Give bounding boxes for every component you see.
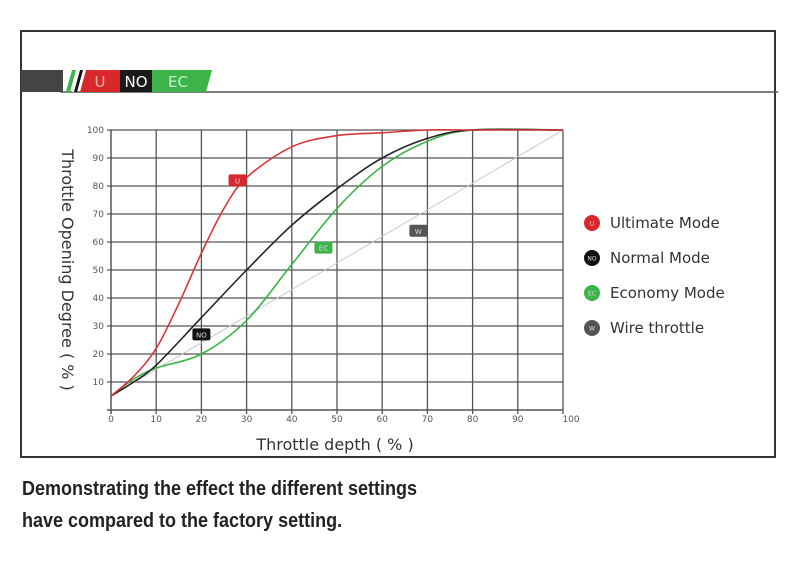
y-tick-label: 40 xyxy=(93,294,105,304)
legend-marker-text: U xyxy=(590,221,594,228)
series-tag-u xyxy=(228,174,247,187)
series-tag-text: EC xyxy=(319,245,328,253)
legend-marker-icon xyxy=(584,250,600,266)
logo-no-text: NO xyxy=(124,73,147,91)
x-tick-label: 100 xyxy=(562,415,579,425)
legend-marker-text: NO xyxy=(587,256,596,263)
legend-label: Economy Mode xyxy=(610,284,725,302)
x-tick-label: 0 xyxy=(108,415,114,425)
legend-label: Ultimate Mode xyxy=(610,214,720,232)
logo-ec-text: EC xyxy=(168,73,188,91)
x-tick-label: 30 xyxy=(241,415,253,425)
chart-frame xyxy=(20,30,776,458)
logo-stripe xyxy=(66,70,76,92)
caption-line-2: have compared to the factory setting. xyxy=(22,510,343,532)
tick-labels: 0 10 20 30 40 50 60 70 80 90 100 10 20 30 40 50 60 70 80 90… xyxy=(87,126,580,425)
logo-stripe xyxy=(74,70,83,92)
x-tick-label: 60 xyxy=(376,415,388,425)
series-tag-text: U xyxy=(235,177,240,185)
series-tags: U NO EC W xyxy=(192,174,428,341)
y-tick-label: 50 xyxy=(93,266,105,276)
y-tick-label: 80 xyxy=(93,182,105,192)
x-tick-label: 70 xyxy=(422,415,434,425)
y-tick-label: 30 xyxy=(93,322,105,332)
series-line-normal-mode xyxy=(110,128,564,397)
series-line-ultimate-mode xyxy=(110,128,563,397)
y-tick-label: 70 xyxy=(93,210,105,220)
logo-u-text: U xyxy=(95,73,106,91)
series-line-wire-throttle xyxy=(110,129,564,397)
mode-logo: U NO EC xyxy=(21,70,778,93)
series-tag-text: W xyxy=(415,228,422,236)
series-tag-text: NO xyxy=(196,331,207,339)
x-tick-label: 50 xyxy=(331,415,343,425)
legend-label: Wire throttle xyxy=(610,319,704,337)
x-tick-label: 40 xyxy=(286,415,298,425)
legend-label: Normal Mode xyxy=(610,249,710,267)
series-tag-w xyxy=(409,224,428,237)
logo-dark-bar xyxy=(21,70,63,92)
grid xyxy=(107,129,564,414)
x-tick-label: 80 xyxy=(467,415,479,425)
series-lines xyxy=(110,128,564,397)
y-tick-label: 90 xyxy=(93,154,105,164)
x-tick-label: 90 xyxy=(512,415,524,425)
series-tag-no xyxy=(192,328,211,341)
y-tick-label: 10 xyxy=(93,378,105,388)
legend-marker-icon xyxy=(584,320,600,336)
series-tag-ec xyxy=(314,241,333,254)
logo-segment-no xyxy=(120,70,152,92)
legend-marker-text: W xyxy=(589,326,595,333)
logo-segment-u xyxy=(80,70,120,92)
legend-marker-text: EC xyxy=(588,291,596,298)
y-tick-label: 100 xyxy=(87,126,104,136)
y-tick-label: 20 xyxy=(93,350,105,360)
x-tick-label: 10 xyxy=(150,415,162,425)
y-tick-label: 60 xyxy=(93,238,105,248)
x-tick-label: 20 xyxy=(196,415,208,425)
legend: U Ultimate Mode NO Normal Mode EC Economy Mod… xyxy=(584,214,725,337)
legend-marker-icon xyxy=(584,215,600,231)
x-axis-title: Throttle depth ( % ) xyxy=(255,435,413,454)
legend-marker-icon xyxy=(584,285,600,301)
logo-stripe xyxy=(72,70,80,92)
y-axis-title: Throttle Opening Degree ( % ) xyxy=(58,148,77,391)
caption-line-1: Demonstrating the effect the different s… xyxy=(22,478,418,500)
logo-segment-ec xyxy=(152,70,212,92)
